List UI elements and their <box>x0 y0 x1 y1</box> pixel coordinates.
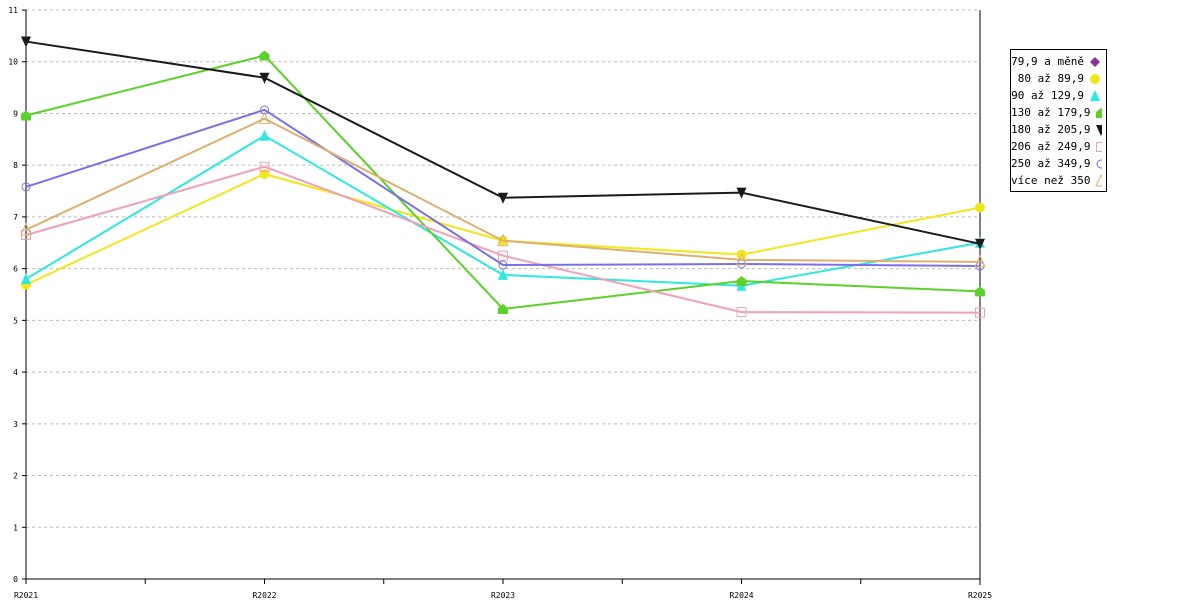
legend-item: 90 až 129,9 <box>1011 87 1106 104</box>
x-tick-label: R2022 <box>252 591 276 600</box>
data-point-6 <box>975 261 985 271</box>
legend-label: 80 až 89,9 <box>1017 72 1084 85</box>
y-tick-label: 4 <box>13 368 18 377</box>
data-point-7 <box>20 222 32 236</box>
series-line-4 <box>25 40 981 245</box>
legend-item: 130 až 179,9 <box>1011 104 1106 121</box>
data-point-3 <box>498 303 508 314</box>
legend-label: 206 až 249,9 <box>1011 140 1091 153</box>
data-point-5 <box>975 307 985 318</box>
x-tick-label: R2025 <box>968 591 992 600</box>
legend-marker <box>1090 56 1100 67</box>
series-line-2 <box>25 134 981 287</box>
data-point-2 <box>259 129 270 141</box>
legend-label: 79,9 a měně <box>1011 55 1084 68</box>
data-point-6 <box>498 260 508 270</box>
data-point-2 <box>498 268 508 280</box>
x-tick-label: R2023 <box>491 591 515 600</box>
y-tick-label: 3 <box>13 420 18 429</box>
legend-label: 250 až 349,9 <box>1011 157 1091 170</box>
legend-item: 79,9 a měně <box>1011 53 1106 70</box>
legend-item: 180 až 205,9 <box>1011 121 1106 138</box>
data-point-3 <box>736 276 747 287</box>
data-point-5 <box>736 307 747 318</box>
data-point-3 <box>259 50 270 61</box>
y-tick-label: 2 <box>13 472 18 481</box>
legend-marker-icon <box>1096 124 1102 136</box>
data-point-4 <box>498 192 508 204</box>
legend: 79,9 a měně 80 až 89,9 90 až 129,9 130 až 1… <box>1010 49 1107 192</box>
data-point-5 <box>259 161 270 172</box>
legend-item: 80 až 89,9 <box>1011 70 1106 87</box>
y-tick-label: 9 <box>13 109 18 118</box>
x-tick-label: R2024 <box>729 591 753 600</box>
legend-marker-icon <box>1096 159 1102 168</box>
legend-marker-icon <box>1090 73 1100 84</box>
legend-marker-icon <box>1096 107 1102 118</box>
legend-marker <box>1090 73 1100 84</box>
legend-label: 90 až 129,9 <box>1011 89 1084 102</box>
data-point-2 <box>21 272 31 284</box>
data-point-4 <box>736 187 747 199</box>
y-tick-label: 11 <box>8 6 18 15</box>
series-line-5 <box>25 165 981 314</box>
data-point-1 <box>259 168 270 179</box>
data-point-6 <box>21 182 31 192</box>
y-tick-label: 10 <box>8 58 18 67</box>
legend-marker-icon <box>1095 173 1102 186</box>
y-tick-label: 5 <box>13 316 18 325</box>
legend-item: 250 až 349,9 <box>1011 155 1106 172</box>
legend-marker <box>1095 173 1102 186</box>
y-tick-label: 8 <box>13 161 18 170</box>
legend-item: více než 350 <box>1011 172 1106 189</box>
legend-label: 130 až 179,9 <box>1011 106 1091 119</box>
legend-marker <box>1096 107 1102 118</box>
y-tick-label: 0 <box>13 575 18 584</box>
legend-marker-icon <box>1090 56 1100 67</box>
legend-marker <box>1096 141 1102 152</box>
y-tick-label: 7 <box>13 213 18 222</box>
data-point-3 <box>21 110 31 121</box>
x-tick-label: R2021 <box>14 591 38 600</box>
data-point-4 <box>21 36 31 48</box>
legend-marker <box>1096 159 1102 168</box>
legend-marker-icon <box>1090 89 1100 101</box>
data-point-7 <box>735 252 748 266</box>
data-point-7 <box>974 254 986 268</box>
y-tick-label: 6 <box>13 265 18 274</box>
data-point-7 <box>497 233 509 247</box>
data-point-3 <box>975 286 985 297</box>
legend-item: 206 až 249,9 <box>1011 138 1106 155</box>
legend-label: 180 až 205,9 <box>1011 123 1091 136</box>
legend-label: více než 350 <box>1011 174 1091 187</box>
series-line-6 <box>25 108 981 268</box>
legend-marker <box>1090 89 1100 101</box>
y-tick-label: 1 <box>13 523 18 532</box>
data-point-4 <box>975 238 985 250</box>
legend-marker <box>1096 124 1102 136</box>
data-point-7 <box>258 111 271 125</box>
data-point-4 <box>259 72 270 84</box>
series-line-7 <box>25 117 981 263</box>
data-point-1 <box>975 202 985 213</box>
legend-marker-icon <box>1096 141 1102 152</box>
data-point-5 <box>498 250 508 261</box>
